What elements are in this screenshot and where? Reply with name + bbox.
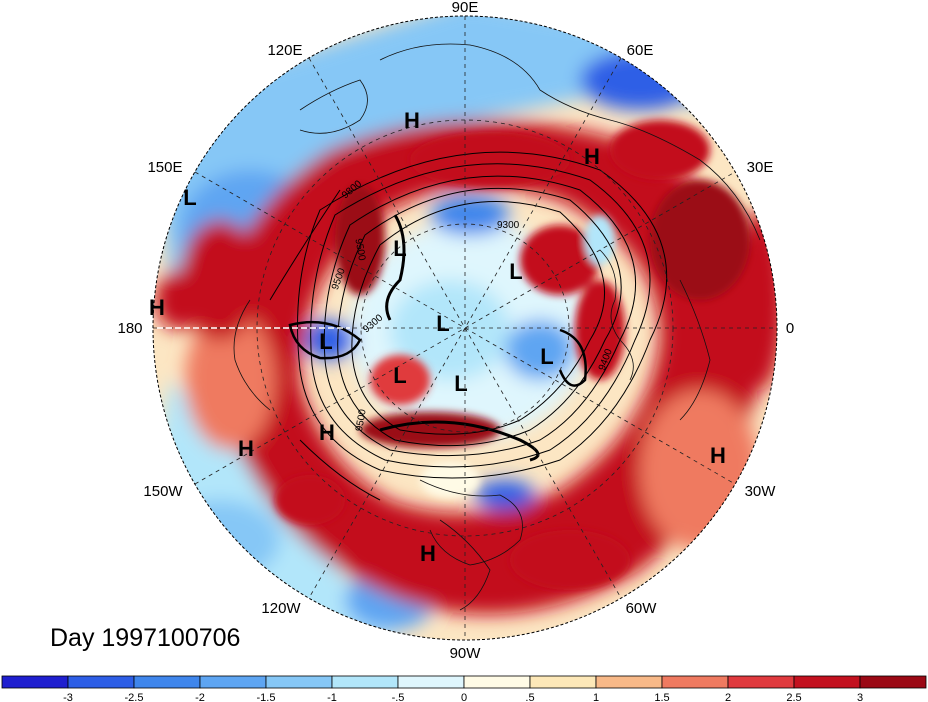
high-pressure-marker: H xyxy=(584,144,600,169)
lon-label-150e: 150E xyxy=(147,159,182,176)
colorbar-tick-label: -2.5 xyxy=(125,692,144,702)
height-contours xyxy=(269,151,668,501)
colorbar-tick-label: 2 xyxy=(725,692,731,702)
colorbar-swatch xyxy=(727,675,795,689)
pressure-centers: H H L H L L L L L L L H H H H xyxy=(149,108,726,566)
high-pressure-marker: H xyxy=(319,420,335,445)
low-pressure-marker: L xyxy=(319,329,332,354)
lon-label-120w: 120W xyxy=(261,600,301,617)
colorbar-swatch xyxy=(1,675,69,689)
colorbar-tick-label: -3 xyxy=(63,692,73,702)
colorbar-tick-label: 1 xyxy=(593,692,599,702)
colorbar-tick-label: 2.5 xyxy=(786,692,801,702)
colorbar-tick-label: 1.5 xyxy=(654,692,669,702)
colorbar-boxes xyxy=(1,675,927,689)
colorbar-swatch xyxy=(463,675,531,689)
colorbar-tick-label: -2 xyxy=(195,692,205,702)
colorbar-tick-label: 3 xyxy=(857,692,863,702)
low-pressure-marker: L xyxy=(454,371,467,396)
high-pressure-marker: H xyxy=(238,436,254,461)
lon-label-90w: 90W xyxy=(450,645,482,662)
coastlines xyxy=(233,43,761,611)
lon-label-60e: 60E xyxy=(627,42,654,59)
colorbar-swatch xyxy=(529,675,597,689)
low-pressure-marker: L xyxy=(393,236,406,261)
colorbar-tick-label: 0 xyxy=(461,692,467,702)
lon-label-90e: 90E xyxy=(452,0,479,16)
anomaly-field xyxy=(153,16,777,640)
contour-label: 9300 xyxy=(497,220,520,231)
colorbar-swatch xyxy=(397,675,465,689)
high-pressure-marker: H xyxy=(404,108,420,133)
low-pressure-marker: L xyxy=(509,259,522,284)
map-boundary xyxy=(152,15,778,641)
contour-label: 9500 xyxy=(352,238,367,262)
colorbar-tick-label: .5 xyxy=(525,692,534,702)
colorbar-swatch xyxy=(67,675,135,689)
colorbar-swatch xyxy=(859,675,927,689)
colorbar-swatch xyxy=(661,675,729,689)
lon-label-180: 180 xyxy=(117,320,142,337)
lon-label-30w: 30W xyxy=(745,483,777,500)
contour-label: 9500 xyxy=(354,408,369,432)
low-pressure-marker: L xyxy=(393,363,406,388)
colorbar-swatch xyxy=(595,675,663,689)
colorbar: -3 -2.5 -2 -1.5 -1 -.5 0 .5 1 1.5 2 2.5 3 xyxy=(1,675,927,702)
colorbar-swatch xyxy=(133,675,201,689)
lon-label-0: 0 xyxy=(786,320,794,337)
high-pressure-marker: H xyxy=(420,541,436,566)
low-pressure-marker: L xyxy=(183,185,196,210)
colorbar-tick-label: -1 xyxy=(327,692,337,702)
high-pressure-marker: H xyxy=(710,443,726,468)
longitude-labels: 90E 120E 60E 150E 30E 180 0 150W 30W 120… xyxy=(117,0,794,662)
low-pressure-marker: L xyxy=(540,344,553,369)
colorbar-swatch xyxy=(265,675,333,689)
lon-label-60w: 60W xyxy=(626,600,658,617)
lon-label-150w: 150W xyxy=(143,483,183,500)
lon-label-30e: 30E xyxy=(747,159,774,176)
colorbar-tick-label: -1.5 xyxy=(257,692,276,702)
colorbar-swatch xyxy=(199,675,267,689)
day-label: Day 1997100706 xyxy=(50,624,240,652)
colorbar-tick-label: -.5 xyxy=(392,692,405,702)
high-pressure-marker: H xyxy=(149,295,165,320)
colorbar-swatch xyxy=(793,675,861,689)
colorbar-swatch xyxy=(331,675,399,689)
low-pressure-marker: L xyxy=(436,311,449,336)
lon-label-120e: 120E xyxy=(267,42,302,59)
colorbar-ticks: -3 -2.5 -2 -1.5 -1 -.5 0 .5 1 1.5 2 2.5 3 xyxy=(63,692,863,702)
